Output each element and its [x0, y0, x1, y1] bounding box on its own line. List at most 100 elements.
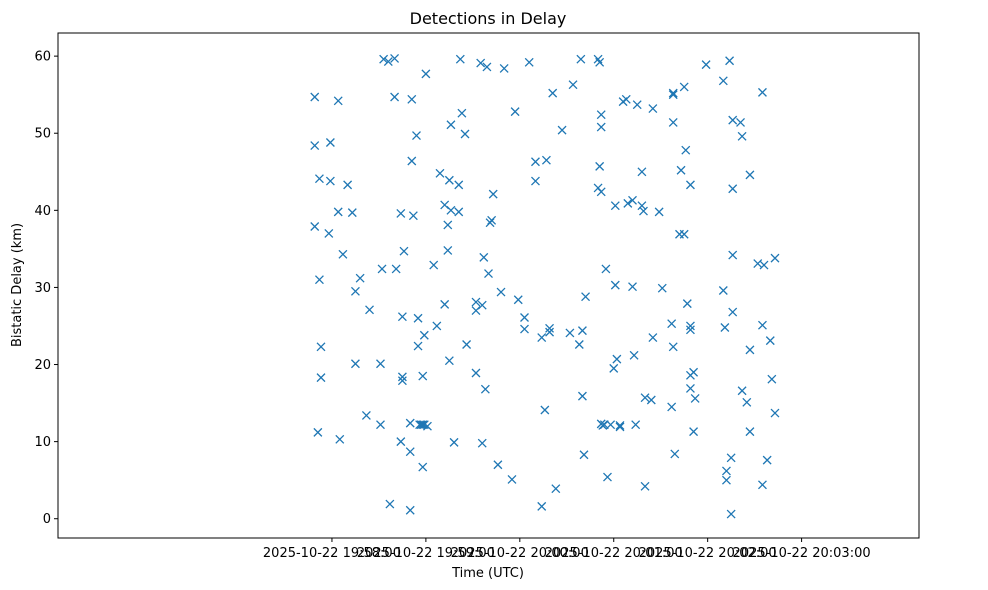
- detection-point: [599, 420, 609, 430]
- detection-point: [443, 220, 453, 230]
- detection-point: [407, 156, 417, 166]
- detection-point: [681, 145, 691, 155]
- y-tick-label: 30: [34, 281, 51, 296]
- detection-point: [640, 393, 650, 403]
- detection-point: [767, 374, 777, 384]
- chart-title: Detections in Delay: [410, 9, 567, 28]
- detection-point: [685, 325, 695, 335]
- detection-point: [728, 115, 738, 125]
- detection-point: [596, 110, 606, 120]
- detection-point: [541, 155, 551, 165]
- y-tick-label: 10: [34, 435, 51, 450]
- detection-point: [685, 321, 695, 331]
- detection-point: [629, 350, 639, 360]
- detection-point: [628, 195, 637, 205]
- detection-point: [537, 501, 547, 511]
- detection-point: [770, 253, 780, 263]
- data-points: [310, 53, 780, 519]
- detection-point: [668, 90, 678, 100]
- detection-point: [728, 250, 738, 260]
- detection-point: [603, 472, 612, 482]
- detection-point: [759, 260, 769, 270]
- detection-point: [325, 176, 335, 186]
- detection-point: [449, 437, 459, 447]
- detection-point: [596, 122, 606, 132]
- detection-point: [654, 207, 664, 217]
- detection-point: [576, 54, 586, 64]
- detection-point: [385, 499, 395, 509]
- detection-point: [376, 359, 385, 369]
- detection-point: [728, 307, 738, 317]
- detection-point: [745, 170, 755, 180]
- y-axis-label: Bistatic Delay (km): [10, 223, 25, 347]
- detection-point: [621, 94, 631, 104]
- detection-point: [513, 295, 523, 305]
- detection-point: [690, 393, 700, 403]
- detection-point: [477, 300, 487, 310]
- detection-point: [520, 313, 529, 322]
- detection-point: [667, 319, 677, 329]
- detection-point: [718, 76, 728, 86]
- detection-point: [510, 107, 520, 117]
- detection-point: [446, 120, 456, 130]
- detection-point: [657, 283, 667, 293]
- detection-point: [762, 455, 772, 465]
- detection-point: [765, 336, 775, 346]
- detection-point: [745, 345, 755, 355]
- detection-point: [471, 368, 481, 378]
- detection-point: [646, 395, 656, 405]
- detection-point: [379, 54, 389, 64]
- y-tick-label: 50: [34, 127, 51, 142]
- detection-point: [496, 287, 506, 297]
- detection-point: [350, 359, 360, 369]
- detection-point: [721, 475, 731, 485]
- detection-point: [701, 60, 711, 70]
- detection-point: [383, 57, 393, 66]
- detection-point: [440, 299, 450, 309]
- detection-point: [737, 131, 747, 141]
- detection-point: [325, 138, 335, 147]
- detection-point: [537, 333, 547, 343]
- detection-point: [484, 269, 493, 279]
- detection-point: [314, 275, 324, 285]
- detection-point: [350, 286, 360, 296]
- detection-point: [405, 418, 415, 428]
- detection-point: [422, 421, 432, 431]
- detection-point: [397, 312, 407, 322]
- detection-point: [606, 420, 616, 430]
- detection-point: [313, 427, 323, 437]
- detection-point: [405, 505, 415, 515]
- detection-point: [454, 180, 464, 190]
- detection-point: [565, 328, 575, 338]
- detection-point: [457, 108, 467, 118]
- detection-point: [648, 333, 658, 343]
- detection-point: [335, 434, 345, 444]
- detection-point: [488, 189, 498, 199]
- detection-point: [628, 282, 637, 292]
- detection-point: [531, 176, 540, 186]
- detection-point: [435, 168, 445, 178]
- detection-point: [545, 323, 555, 333]
- detection-point: [574, 340, 584, 349]
- detection-point: [396, 208, 406, 218]
- detection-point: [432, 321, 442, 331]
- detection-point: [365, 305, 374, 315]
- detection-point: [757, 320, 767, 330]
- detection-point: [725, 56, 735, 66]
- detection-point: [418, 371, 428, 381]
- detection-point: [685, 180, 695, 190]
- detection-point: [454, 207, 464, 217]
- detection-point: [637, 201, 647, 211]
- detection-point: [333, 207, 343, 217]
- detection-point: [615, 420, 625, 430]
- detection-point: [577, 326, 587, 336]
- x-tick-label: 2025-10-22 19:59:00: [357, 546, 495, 561]
- detection-point: [455, 54, 465, 64]
- detection-point: [418, 462, 428, 472]
- detection-point: [376, 420, 385, 430]
- detection-point: [721, 466, 731, 476]
- y-tick-label: 20: [34, 358, 51, 373]
- detection-point: [338, 249, 348, 259]
- detection-point: [310, 92, 320, 102]
